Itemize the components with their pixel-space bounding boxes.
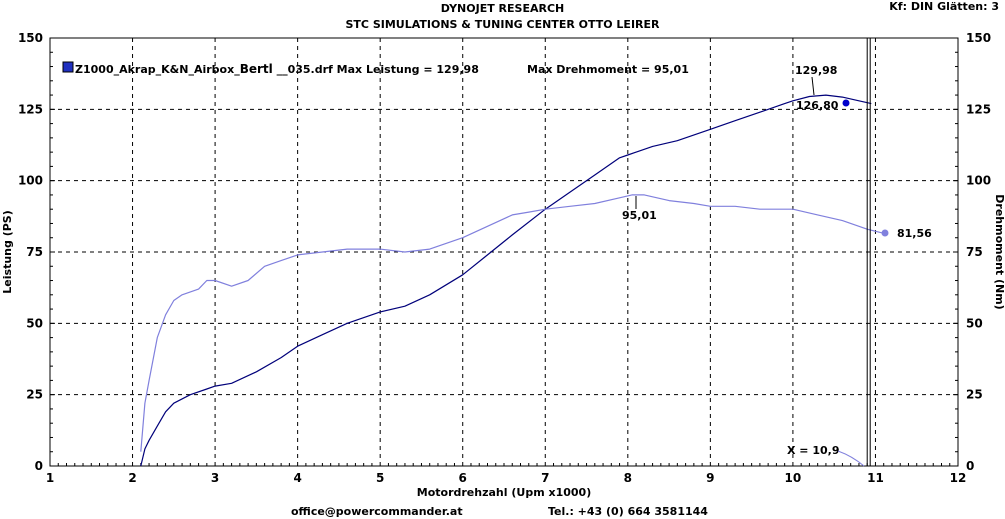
x-tick-label: 4: [293, 471, 301, 485]
x-tick-label: 6: [459, 471, 467, 485]
y-tick-label-left: 75: [26, 245, 43, 259]
series-lines: [140, 94, 884, 467]
y-tick-label-left: 50: [26, 316, 43, 330]
annotations: Z1000_Akrap_K&N_Airbox_Bertl __035.drf M…: [62, 38, 932, 467]
y-tick-label-right: 125: [966, 102, 991, 116]
torque-end-marker: [881, 229, 889, 237]
power-end-marker: [842, 99, 850, 107]
torque-end-label: 81,56: [897, 227, 932, 240]
legend-entry: Z1000_Akrap_K&N_Airbox_Bertl __035.drf M…: [75, 62, 479, 76]
y-tick-label-right: 0: [966, 459, 974, 473]
power-curve: [140, 94, 872, 467]
y-tick-label-right: 25: [966, 388, 983, 402]
y-tick-label-right: 75: [966, 245, 983, 259]
legend-swatch: [62, 61, 74, 73]
x-tick-label: 12: [950, 471, 967, 485]
x-tick-label: 8: [624, 471, 632, 485]
y-tick-label-left: 150: [18, 31, 43, 45]
x-tick-label: 5: [376, 471, 384, 485]
x-tick-label: 2: [128, 471, 136, 485]
x-axis-label: Motordrehzahl (Upm x1000): [417, 486, 591, 499]
y-tick-label-left: 125: [18, 102, 43, 116]
max-power-leader: [811, 76, 815, 96]
y-axis-left-label: Leistung (PS): [1, 210, 14, 293]
chart-subtitle: STC SIMULATIONS & TUNING CENTER OTTO LEI…: [345, 18, 660, 31]
y-tick-label-left: 0: [35, 459, 43, 473]
footer-phone: Tel.: +43 (0) 664 3581144: [548, 505, 708, 518]
y-tick-label-left: 25: [26, 388, 43, 402]
footer-email[interactable]: office@powercommander.at: [291, 505, 463, 518]
y-tick-label-right: 100: [966, 174, 991, 188]
settings-label: Kf: DIN Glätten: 3: [889, 0, 999, 13]
y-axis-right-label: Drehmoment (Nm): [993, 194, 1005, 309]
x-tick-label: 1: [46, 471, 54, 485]
max-power-label: 129,98: [795, 64, 837, 77]
legend-torque: Max Drehmoment = 95,01: [527, 63, 689, 76]
x-tick-label: 7: [541, 471, 549, 485]
max-torque-label: 95,01: [622, 209, 657, 222]
y-tick-label-left: 100: [18, 174, 43, 188]
cursor-readout: X = 10,9: [787, 444, 840, 457]
cursor-readout-curve: [837, 450, 865, 467]
x-tick-label: 3: [211, 471, 219, 485]
power-end-label: 126,80: [796, 99, 839, 112]
x-tick-label: 9: [706, 471, 714, 485]
y-tick-label-right: 50: [966, 316, 983, 330]
x-tick-label: 10: [785, 471, 802, 485]
y-tick-label-right: 150: [966, 31, 991, 45]
x-tick-label: 11: [867, 471, 884, 485]
chart-title: DYNOJET RESEARCH: [440, 2, 565, 15]
torque-curve: [140, 194, 884, 452]
